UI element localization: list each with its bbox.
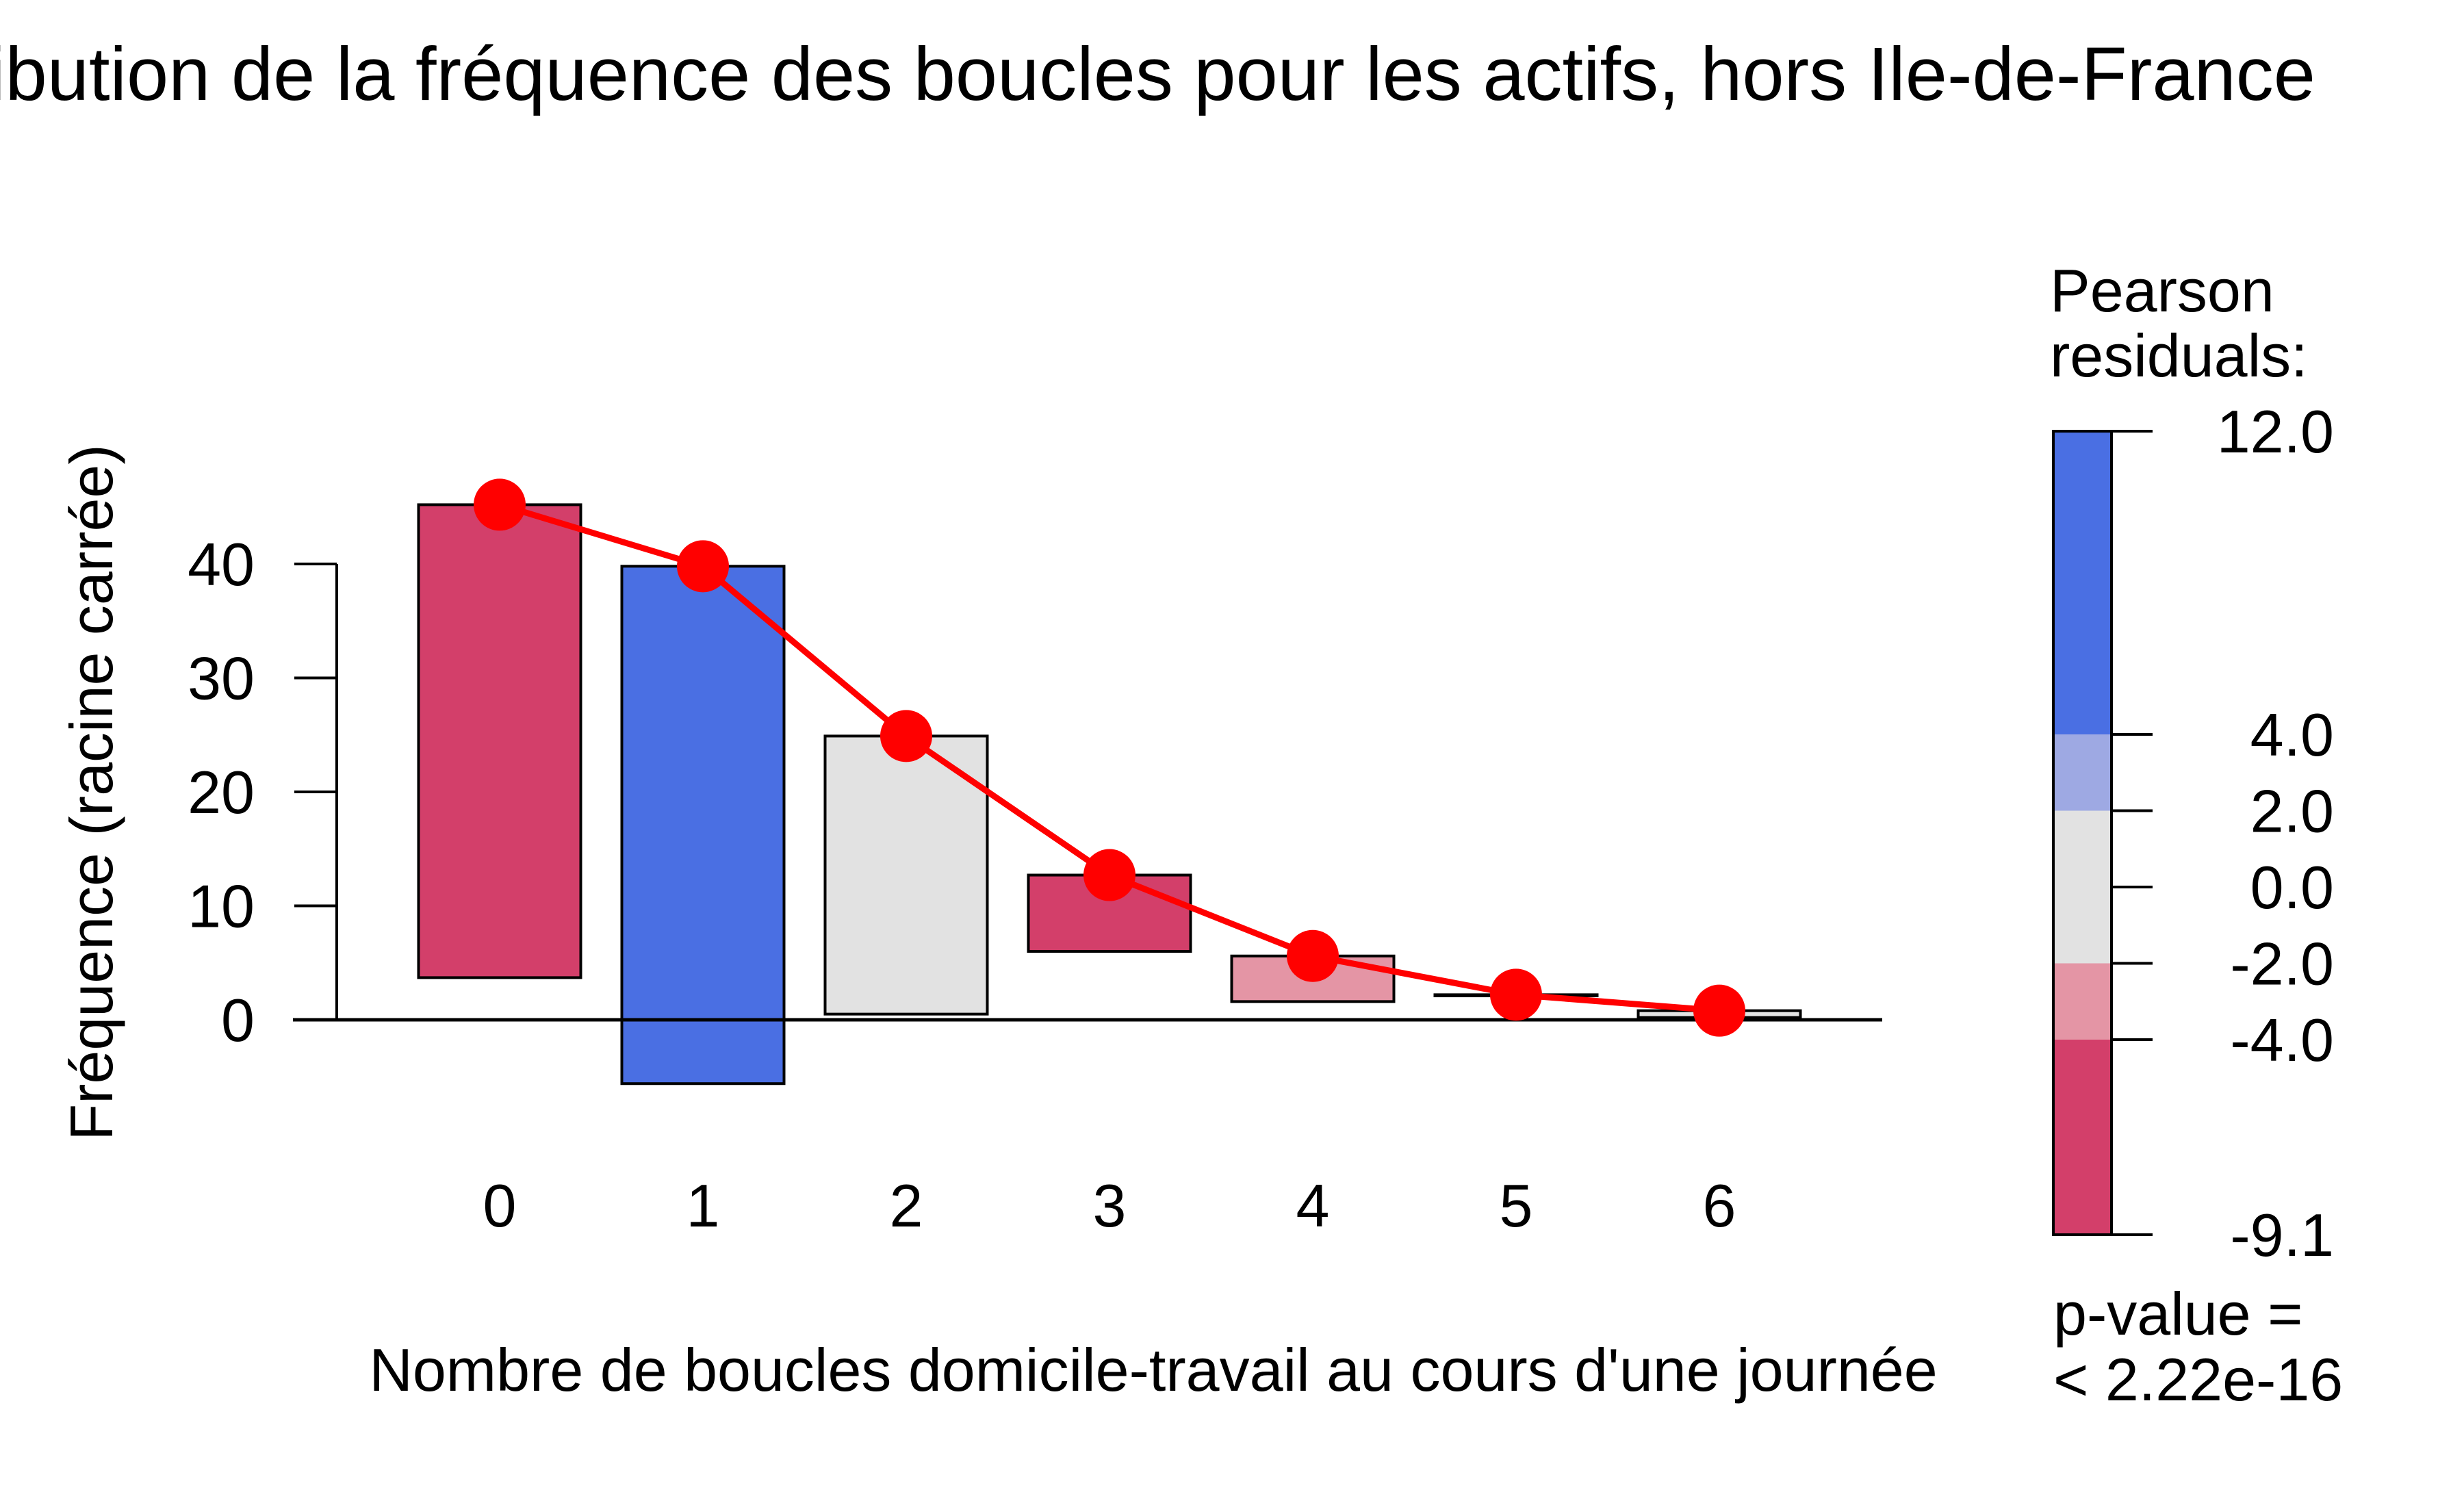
x-tick-label: 2 — [890, 1172, 923, 1239]
x-tick-label: 6 — [1703, 1172, 1736, 1239]
legend-tick-label: -2.0 — [2230, 930, 2334, 998]
expected-point-3 — [1083, 849, 1135, 901]
legend-ticks: 12.0 4.0 2.0 0.0 -2.0 -4.0 -9.1 — [2112, 398, 2334, 1269]
x-tick-labels: 0 1 2 3 4 5 6 — [483, 1172, 1736, 1239]
p-value-value: < 2.22e-16 — [2053, 1346, 2343, 1413]
chart-title: Distribution de la fréquence des boucles… — [0, 32, 2315, 116]
expected-point-0 — [474, 478, 526, 531]
x-tick-label: 5 — [1500, 1172, 1533, 1239]
y-tick-label: 30 — [188, 645, 255, 712]
expected-point-4 — [1287, 929, 1339, 982]
x-axis-label: Nombre de boucles domicile-travail au co… — [369, 1336, 1937, 1404]
p-value-label: p-value = — [2053, 1280, 2302, 1348]
bar-0 — [417, 503, 582, 979]
legend-band-0 — [2053, 431, 2112, 734]
legend-tick-label: 4.0 — [2250, 701, 2334, 769]
residuals-legend: Pearson residuals: 12.0 4.0 2.0 0.0 -2.0 -4.0… — [2050, 257, 2343, 1413]
y-tick-label: 10 — [188, 873, 255, 940]
legend-bar-outline — [2052, 430, 2113, 1236]
x-tick-label: 3 — [1093, 1172, 1127, 1239]
legend-tick-label: 2.0 — [2250, 778, 2334, 845]
x-tick-label: 1 — [686, 1172, 720, 1239]
expected-point-6 — [1693, 984, 1745, 1037]
legend-title-line1: Pearson — [2050, 257, 2274, 324]
x-tick-label: 4 — [1296, 1172, 1330, 1239]
y-tick-label: 20 — [188, 758, 255, 826]
legend-color-bar — [2052, 430, 2113, 1236]
expected-point-2 — [880, 710, 932, 762]
x-tick-label: 0 — [483, 1172, 517, 1239]
expected-frequency-curve — [474, 478, 1745, 1037]
legend-tick-label: -9.1 — [2230, 1201, 2334, 1269]
y-axis-label: Fréquence (racine carrée) — [57, 444, 125, 1140]
expected-point-1 — [677, 540, 729, 593]
legend-title-line2: residuals: — [2050, 322, 2308, 389]
legend-band-4 — [2053, 1040, 2112, 1235]
legend-tick-label: 12.0 — [2217, 398, 2334, 465]
legend-band-2 — [2053, 810, 2112, 964]
expected-point-5 — [1490, 968, 1542, 1021]
bar-1 — [620, 565, 786, 1086]
legend-band-3 — [2053, 963, 2112, 1040]
y-tick-label: 0 — [221, 986, 255, 1054]
bar-group — [417, 503, 1802, 1086]
legend-tick-label: 0.0 — [2250, 853, 2334, 921]
legend-band-1 — [2053, 734, 2112, 811]
y-tick-label: 40 — [188, 530, 255, 598]
legend-tick-label: -4.0 — [2230, 1006, 2334, 1074]
y-axis: 0 10 20 30 40 — [188, 530, 338, 1054]
